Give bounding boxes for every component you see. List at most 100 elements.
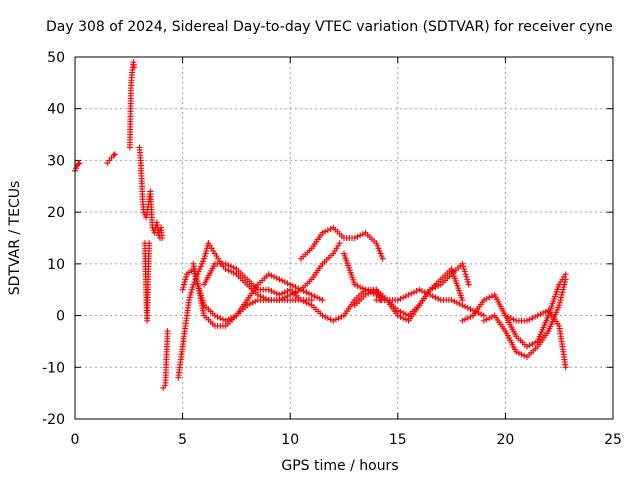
data-point [465, 278, 472, 285]
data-point [306, 247, 313, 254]
data-point [518, 351, 525, 358]
data-point [281, 294, 288, 301]
data-point [303, 289, 310, 296]
x-tick-label: 5 [178, 432, 187, 448]
data-point [252, 298, 259, 305]
data-point [225, 262, 232, 269]
data-point [413, 288, 420, 295]
data-point [324, 315, 331, 322]
series-arc-12 [297, 224, 386, 262]
data-point [338, 232, 345, 239]
series-arc-10 [190, 260, 326, 329]
series-arc-5 [141, 240, 153, 324]
data-point [362, 286, 369, 293]
data-point [505, 313, 512, 320]
data-point [354, 282, 361, 289]
data-point [359, 231, 366, 238]
series-arc-18 [502, 307, 569, 371]
data-point [462, 303, 469, 310]
data-point [281, 289, 288, 296]
series-arc-4 [136, 144, 166, 241]
data-point [459, 317, 466, 324]
data-point [464, 315, 471, 322]
data-point [500, 325, 507, 332]
data-point [324, 227, 331, 234]
x-tick-label: 25 [604, 432, 622, 448]
data-point [203, 247, 210, 254]
data-point [350, 279, 357, 286]
data-point [521, 352, 528, 359]
data-point [219, 322, 226, 329]
data-point [182, 276, 189, 283]
data-point [281, 278, 288, 285]
data-point [210, 263, 217, 270]
y-tick-label: 30 [47, 153, 65, 169]
data-point [197, 263, 204, 270]
data-point [306, 278, 313, 285]
data-point [562, 361, 569, 368]
data-point [177, 361, 184, 368]
data-point [400, 309, 407, 316]
data-point [402, 293, 409, 300]
data-point [558, 291, 565, 298]
data-point [330, 317, 337, 324]
data-point [374, 242, 381, 249]
data-point [470, 307, 477, 314]
data-point [532, 345, 539, 352]
data-point [273, 297, 280, 304]
data-point [543, 330, 550, 337]
data-point [555, 304, 562, 311]
data-point [76, 160, 83, 167]
data-point [416, 286, 423, 293]
data-point [322, 313, 329, 320]
data-point [405, 291, 412, 298]
data-point [209, 310, 216, 317]
data-point [432, 294, 439, 301]
data-point [453, 299, 460, 306]
data-point [295, 285, 302, 292]
data-point [451, 298, 458, 305]
data-point [486, 294, 493, 301]
data-point [560, 284, 567, 291]
data-point [295, 294, 302, 301]
data-point [562, 278, 569, 285]
data-point [464, 276, 471, 283]
data-point [458, 294, 465, 301]
data-point [262, 286, 269, 293]
y-tick-label: -20 [42, 412, 65, 428]
data-point [190, 281, 197, 288]
y-tick-label: 20 [47, 205, 65, 221]
data-point [402, 311, 409, 318]
data-point [488, 293, 495, 300]
data-point [392, 297, 399, 304]
y-tick-label: 0 [56, 309, 65, 325]
x-tick-label: 20 [496, 432, 514, 448]
data-point [515, 350, 522, 357]
data-point [462, 316, 469, 323]
data-point [408, 290, 415, 297]
grid [75, 57, 613, 419]
data-point [279, 290, 286, 297]
data-point [465, 281, 472, 288]
data-point [230, 269, 237, 276]
data-point [371, 238, 378, 245]
data-point [276, 276, 283, 283]
data-point [228, 268, 235, 275]
data-point [537, 311, 544, 318]
data-point [137, 154, 144, 161]
data-point [138, 175, 145, 182]
data-point [556, 299, 563, 306]
data-point [534, 312, 541, 319]
data-point [155, 232, 162, 239]
data-point [317, 232, 324, 239]
data-point [228, 263, 235, 270]
data-point [397, 295, 404, 302]
data-point [554, 320, 561, 327]
data-point [531, 339, 538, 346]
data-point [73, 165, 80, 172]
data-point [157, 235, 164, 241]
data-point [183, 315, 190, 322]
data-point [300, 288, 307, 295]
data-point [507, 315, 514, 322]
